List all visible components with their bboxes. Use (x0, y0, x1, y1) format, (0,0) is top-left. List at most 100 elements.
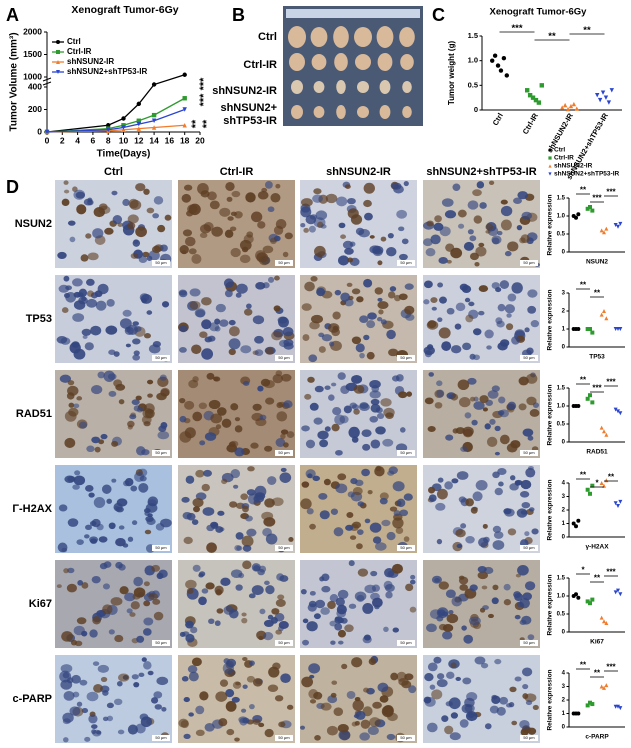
nucleus (278, 316, 289, 328)
data-point (527, 93, 533, 98)
nucleus (186, 588, 194, 594)
nucleus (383, 407, 395, 418)
nucleus (113, 698, 123, 706)
nucleus (258, 635, 264, 641)
data-point (548, 156, 552, 160)
nucleus (393, 510, 401, 517)
nucleus (72, 278, 83, 287)
nucleus (386, 531, 396, 541)
nucleus (426, 722, 438, 733)
data-point (590, 330, 595, 335)
nucleus (366, 320, 376, 329)
nucleus (186, 210, 194, 217)
tumor (313, 81, 325, 93)
nucleus (72, 313, 85, 322)
nucleus (387, 232, 394, 239)
nucleus (471, 419, 478, 426)
nucleus (300, 206, 312, 218)
panel-label: B (232, 5, 245, 25)
data-point (44, 129, 50, 135)
nucleus (392, 563, 403, 574)
scale-box (275, 735, 293, 741)
nucleus (345, 524, 354, 531)
nucleus (269, 237, 277, 245)
data-point (588, 327, 592, 331)
nucleus (389, 506, 398, 512)
nucleus (346, 282, 353, 287)
nucleus (324, 426, 331, 432)
nucleus (131, 674, 139, 680)
nucleus (275, 438, 286, 447)
nucleus (160, 389, 170, 397)
nucleus (92, 228, 104, 239)
nucleus (179, 346, 187, 353)
significance-label: ** (580, 661, 587, 670)
nucleus (265, 397, 275, 405)
nucleus (188, 712, 194, 717)
photo-row-label: Ctrl (258, 31, 277, 43)
nucleus (463, 634, 474, 644)
nucleus (66, 583, 77, 593)
scale-label: 50 μm (400, 545, 412, 550)
tumor (313, 106, 325, 118)
data-point (576, 327, 581, 331)
x-axis-label: c-PARP (585, 734, 609, 741)
nucleus (467, 377, 477, 385)
nucleus (94, 446, 101, 453)
nucleus (184, 236, 196, 247)
annotation: *** (198, 93, 210, 107)
y-tick-label: 0 (562, 345, 566, 351)
nucleus (441, 715, 449, 722)
nucleus (349, 241, 356, 247)
nucleus (438, 256, 448, 264)
nucleus (310, 276, 318, 282)
nucleus (301, 303, 312, 311)
data-point (613, 407, 618, 412)
nucleus (386, 247, 397, 257)
nucleus (160, 421, 168, 429)
nucleus (207, 191, 217, 201)
nucleus (252, 403, 262, 411)
nucleus (434, 215, 442, 223)
legend-label: shNSUN2+shTP53-IR (554, 171, 620, 178)
y-tick-label: 3 (562, 684, 566, 690)
data-point (56, 60, 60, 64)
data-point (121, 125, 126, 130)
nucleus (398, 226, 405, 232)
nucleus (84, 736, 91, 742)
scale-box (397, 545, 415, 551)
nucleus (313, 417, 323, 425)
nucleus (529, 409, 540, 417)
nucleus (357, 529, 364, 535)
nucleus (214, 318, 221, 325)
panel-label: A (6, 5, 19, 25)
nucleus (224, 229, 234, 238)
nucleus (313, 188, 322, 195)
tumor (336, 105, 346, 119)
tumor (354, 27, 372, 47)
data-point (600, 90, 606, 95)
nucleus (445, 434, 454, 441)
nucleus (246, 528, 257, 537)
tumor (334, 53, 348, 71)
nucleus (206, 542, 217, 553)
chart-title: Xenograft Tumor-6Gy (490, 7, 588, 18)
nucleus (67, 380, 75, 386)
scale-label: 50 μm (278, 260, 290, 265)
data-point (588, 393, 592, 398)
data-point (618, 411, 623, 416)
annotation: ** (201, 119, 213, 128)
data-point (604, 316, 609, 321)
nucleus (393, 185, 404, 194)
nucleus (359, 402, 369, 409)
scale-label: 50 μm (523, 450, 535, 455)
nucleus (134, 471, 145, 483)
nucleus (274, 275, 280, 281)
nucleus (286, 431, 295, 439)
nucleus (499, 434, 510, 445)
data-point (597, 97, 603, 103)
nucleus (333, 527, 344, 537)
nucleus (69, 706, 81, 716)
data-point (533, 97, 539, 103)
scale-box (520, 545, 538, 551)
